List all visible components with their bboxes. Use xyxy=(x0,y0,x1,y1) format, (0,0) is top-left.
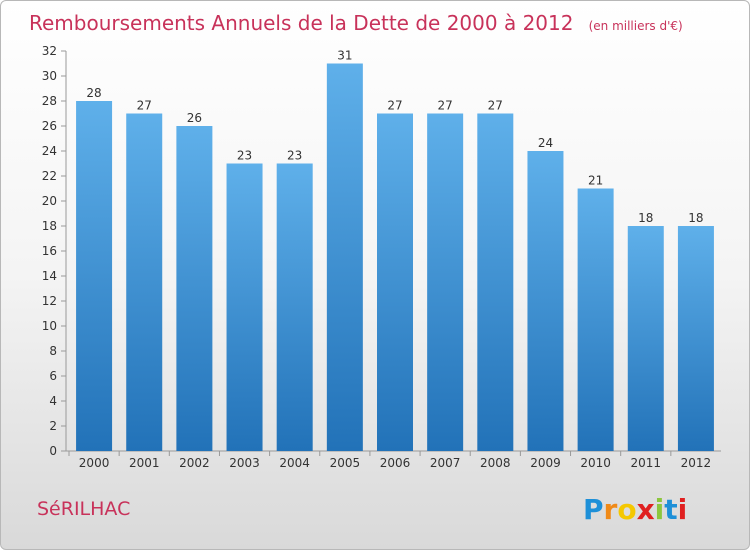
data-label: 28 xyxy=(86,86,101,100)
bar-2003 xyxy=(226,163,263,451)
logo-letter: P xyxy=(583,493,604,526)
x-tick-label: 2006 xyxy=(380,456,411,470)
commune-name: SéRILHAC xyxy=(37,498,130,520)
x-tick-label: 2000 xyxy=(79,456,110,470)
x-tick-label: 2004 xyxy=(279,456,310,470)
proxiti-logo: Proxiti xyxy=(583,493,687,526)
y-tick-label: 18 xyxy=(42,219,57,233)
y-tick-label: 28 xyxy=(42,94,57,108)
bar-2011 xyxy=(627,226,664,451)
logo-letter: t xyxy=(664,493,677,526)
logo-letter: x xyxy=(637,493,655,526)
bar-2010 xyxy=(577,188,614,451)
data-label: 27 xyxy=(488,99,503,113)
data-label: 23 xyxy=(287,149,302,163)
bar-2005 xyxy=(326,63,363,451)
x-tick-label: 2007 xyxy=(430,456,461,470)
bar-2012 xyxy=(677,226,714,451)
x-tick-label: 2002 xyxy=(179,456,210,470)
data-label: 27 xyxy=(137,99,152,113)
y-tick-label: 12 xyxy=(42,294,57,308)
data-label: 21 xyxy=(588,174,603,188)
x-tick-label: 2009 xyxy=(530,456,561,470)
y-tick-label: 0 xyxy=(49,444,57,458)
data-label: 18 xyxy=(638,211,653,225)
y-tick-label: 6 xyxy=(49,369,57,383)
x-tick-label: 2001 xyxy=(129,456,160,470)
y-tick-label: 8 xyxy=(49,344,57,358)
bar-2009 xyxy=(527,151,564,451)
y-tick-label: 24 xyxy=(42,144,57,158)
y-tick-label: 20 xyxy=(42,194,57,208)
logo-letter: i xyxy=(655,493,665,526)
logo-letter: o xyxy=(617,493,636,526)
data-label: 18 xyxy=(688,211,703,225)
logo-letter: i xyxy=(678,493,688,526)
bar-2006 xyxy=(377,113,413,451)
data-label: 27 xyxy=(438,99,453,113)
y-tick-label: 16 xyxy=(42,244,57,258)
data-label: 31 xyxy=(337,49,352,63)
x-tick-label: 2011 xyxy=(630,456,661,470)
y-tick-label: 26 xyxy=(42,119,57,133)
logo-letter: r xyxy=(604,493,618,526)
x-tick-label: 2010 xyxy=(580,456,611,470)
bar-2008 xyxy=(477,113,514,451)
bar-2007 xyxy=(427,113,464,451)
data-label: 27 xyxy=(387,99,402,113)
y-tick-label: 14 xyxy=(42,269,57,283)
bars xyxy=(76,63,714,451)
y-tick-label: 4 xyxy=(49,394,57,408)
y-tick-label: 32 xyxy=(42,44,57,58)
data-label: 24 xyxy=(538,136,553,150)
chart-title-main: Remboursements Annuels de la Dette de 20… xyxy=(29,11,573,35)
x-tick-label: 2012 xyxy=(681,456,712,470)
data-labels: 28 27 26 23 23 31 27 27 27 24 21 18 18 xyxy=(86,49,703,226)
bar-2004 xyxy=(276,163,313,451)
data-label: 26 xyxy=(187,111,202,125)
chart-title: Remboursements Annuels de la Dette de 20… xyxy=(29,11,683,35)
x-tick-label: 2005 xyxy=(330,456,361,470)
data-label: 23 xyxy=(237,149,252,163)
bar-2001 xyxy=(126,113,163,451)
y-tick-label: 30 xyxy=(42,69,57,83)
chart-subtitle: (en milliers d'€) xyxy=(589,19,683,33)
bar-2000 xyxy=(76,101,113,451)
bar-2002 xyxy=(176,126,213,451)
x-tick-label: 2003 xyxy=(229,456,260,470)
y-tick-label: 2 xyxy=(49,419,57,433)
y-tick-label: 22 xyxy=(42,169,57,183)
y-tick-label: 10 xyxy=(42,319,57,333)
x-tick-label: 2008 xyxy=(480,456,511,470)
